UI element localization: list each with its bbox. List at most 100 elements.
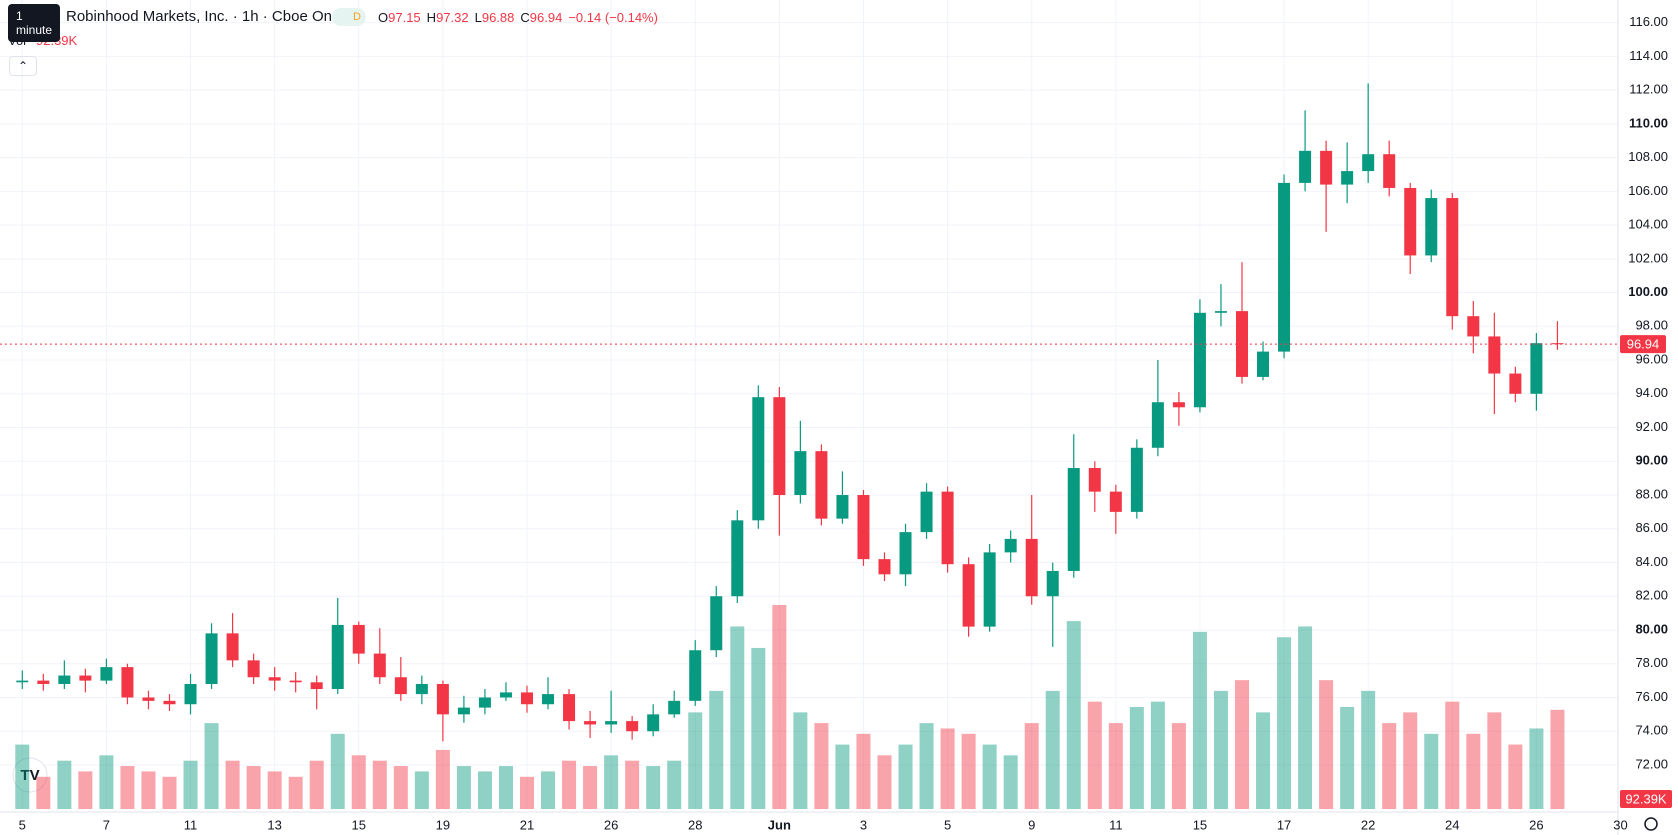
candle-body	[394, 677, 407, 695]
series	[15, 83, 1565, 809]
volume-bar	[625, 760, 640, 809]
volume-bar	[751, 647, 766, 809]
y-tick-label: 116.00	[1629, 14, 1668, 29]
volume-bar	[1298, 626, 1313, 809]
volume-bar	[709, 690, 724, 809]
candle-body	[352, 624, 365, 654]
candle-body	[520, 692, 533, 705]
x-tick-label: 28	[688, 817, 702, 832]
volume-bar	[36, 776, 51, 809]
volume-bar	[940, 728, 955, 809]
symbol-title: Robinhood Markets, Inc. · 1h · Cboe One	[66, 8, 341, 25]
candle-body	[184, 683, 197, 705]
last-price-label: 96.94	[1627, 337, 1660, 352]
y-tick-label: 80.00	[1635, 621, 1668, 636]
candle-body	[1320, 150, 1333, 185]
candle-body	[1341, 171, 1354, 185]
candle-body	[1004, 538, 1017, 553]
volume-bar	[1192, 631, 1207, 809]
y-tick-label: 90.00	[1635, 453, 1668, 468]
volume-bar	[1466, 733, 1481, 809]
y-tick-label: 74.00	[1635, 723, 1668, 738]
candle-body	[436, 683, 449, 715]
volume-bar	[246, 766, 261, 809]
y-tick-label: 104.00	[1628, 217, 1668, 232]
y-tick-label: 84.00	[1635, 554, 1668, 569]
x-tick-label: 26	[1529, 817, 1543, 832]
candle-body	[836, 495, 849, 519]
volume-bar	[1150, 701, 1165, 809]
candle-body	[962, 564, 975, 627]
x-tick-label: 22	[1361, 817, 1375, 832]
y-tick-label: 96.00	[1635, 351, 1668, 366]
y-tick-label: 110.00	[1629, 115, 1668, 130]
candle-body	[79, 675, 92, 681]
volume-badge-label: 92.39K	[1625, 791, 1667, 806]
candle-body	[710, 596, 723, 651]
x-tick-label: 5	[19, 817, 26, 832]
candle-body	[226, 633, 239, 661]
tooltip: 1 minute	[8, 4, 61, 42]
volume-bar	[856, 733, 871, 809]
volume-bar	[1487, 712, 1502, 809]
candle-body	[163, 700, 176, 705]
x-tick-label: 17	[1277, 817, 1291, 832]
x-tick-label: 19	[436, 817, 450, 832]
y-tick-label: 72.00	[1635, 756, 1668, 771]
candle-body	[310, 682, 323, 690]
candle-body	[647, 714, 660, 732]
volume-bar	[730, 626, 745, 809]
x-tick-label: 26	[604, 817, 618, 832]
settings-icon[interactable]	[1644, 817, 1658, 831]
candle-body	[1299, 150, 1312, 183]
legend-value: 96.94	[529, 10, 563, 25]
candle-body	[1214, 311, 1227, 313]
volume-bar	[1171, 723, 1186, 809]
volume-bar	[225, 760, 240, 809]
market-status[interactable]: D	[332, 8, 366, 26]
y-tick-label: 82.00	[1635, 588, 1668, 603]
candle-body	[205, 633, 218, 684]
volume-bar	[351, 755, 366, 809]
volume-bar	[898, 744, 913, 809]
candle-body	[1193, 312, 1206, 408]
ohlc-legend: O97.15 H97.32 L96.88 C96.94 −0.14 (−0.14%)	[378, 10, 658, 25]
candle-body	[1467, 316, 1480, 337]
volume-bar	[1319, 680, 1334, 809]
volume-bar	[982, 744, 997, 809]
volume-bar	[1024, 723, 1039, 809]
price-axis	[1618, 0, 1678, 835]
candle-body	[920, 491, 933, 533]
volume-bar	[1129, 707, 1144, 809]
candle-body	[37, 680, 50, 684]
candle-body	[499, 692, 512, 698]
candle-body	[121, 667, 134, 698]
y-tick-label: 86.00	[1635, 520, 1668, 535]
candle-body	[268, 677, 281, 681]
candle-body	[1172, 402, 1185, 408]
volume-bar	[1424, 733, 1439, 809]
y-tick-label: 100.00	[1628, 284, 1668, 299]
candle-body	[1109, 491, 1122, 512]
candle-body	[584, 721, 597, 725]
collapse-button[interactable]: ⌃	[9, 56, 37, 76]
candle-body	[752, 397, 765, 521]
x-tick-label: 24	[1445, 817, 1459, 832]
x-tick-label: 5	[944, 817, 951, 832]
volume-bar	[1550, 709, 1565, 809]
y-tick-label: 114.00	[1629, 48, 1668, 63]
x-tick-label: 3	[860, 817, 867, 832]
volume-bar	[583, 766, 598, 809]
candle-body	[1046, 570, 1059, 597]
volume-bar	[57, 760, 72, 809]
y-tick-label: 92.00	[1635, 419, 1668, 434]
volume-bar	[604, 755, 619, 809]
volume-bar	[1382, 723, 1397, 809]
grid	[0, 0, 1622, 809]
volume-bar	[1003, 755, 1018, 809]
candle-body	[773, 397, 786, 496]
volume-bar	[141, 771, 156, 809]
volume-bar	[646, 766, 661, 809]
y-tick-label: 112.00	[1629, 82, 1668, 97]
